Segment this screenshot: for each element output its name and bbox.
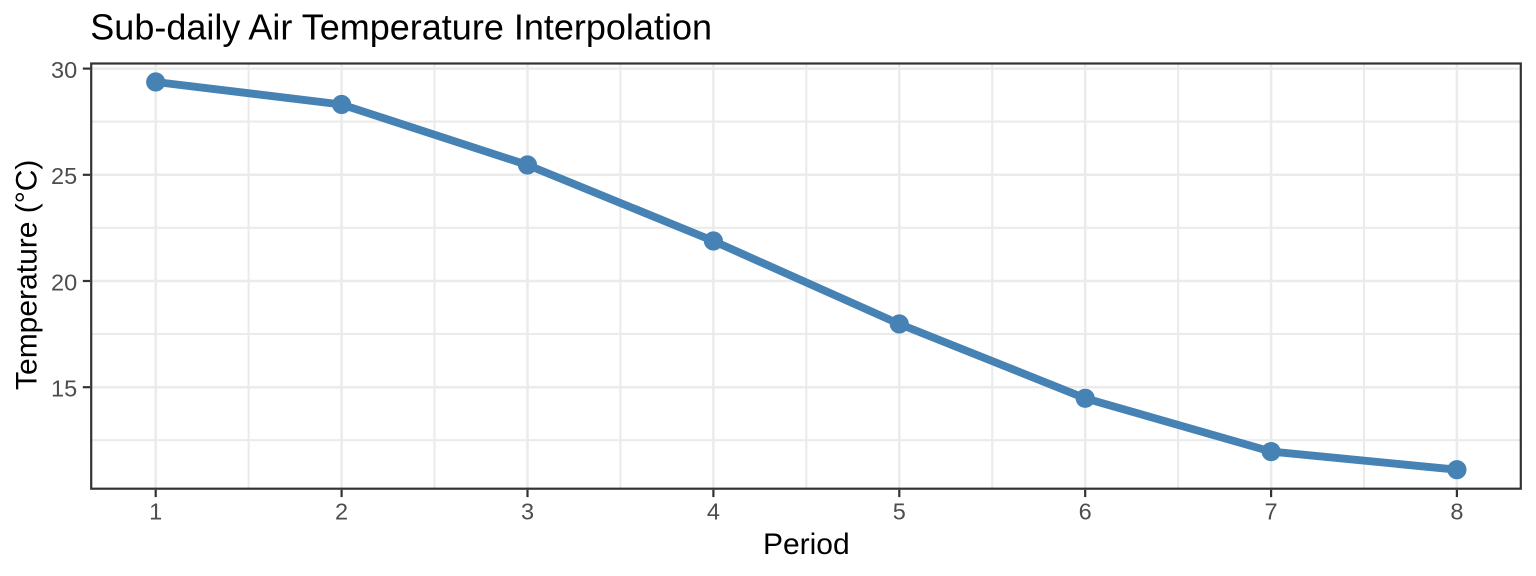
svg-text:4: 4 (707, 499, 720, 525)
svg-text:25: 25 (51, 163, 77, 189)
svg-text:6: 6 (1079, 499, 1092, 525)
svg-text:Period: Period (763, 528, 850, 561)
svg-text:15: 15 (51, 375, 77, 401)
svg-text:1: 1 (149, 499, 162, 525)
svg-text:Temperature (°C): Temperature (°C) (10, 160, 43, 390)
svg-text:20: 20 (51, 269, 77, 295)
svg-text:3: 3 (521, 499, 534, 525)
svg-text:5: 5 (893, 499, 906, 525)
svg-text:30: 30 (51, 57, 77, 83)
svg-text:2: 2 (335, 499, 348, 525)
svg-text:7: 7 (1265, 499, 1278, 525)
svg-text:8: 8 (1450, 499, 1463, 525)
svg-text:Sub-daily Air Temperature Inte: Sub-daily Air Temperature Interpolation (90, 6, 712, 47)
